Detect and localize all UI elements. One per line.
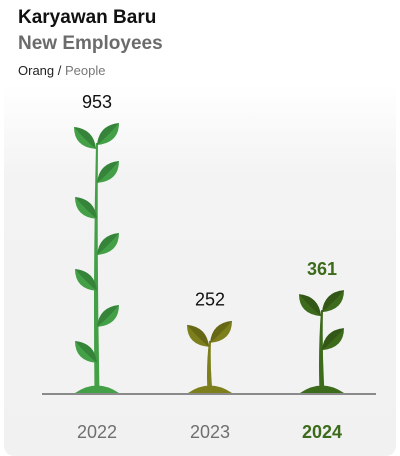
- x-tick-label: 2022: [77, 422, 117, 442]
- plant-base: [300, 385, 344, 393]
- value-label: 953: [82, 92, 112, 112]
- leaf-shade: [187, 324, 209, 347]
- unit-separator: /: [58, 63, 62, 78]
- plant-base: [188, 385, 232, 393]
- leaf-shade: [299, 294, 321, 317]
- leaf-shade: [75, 269, 97, 291]
- stem: [207, 340, 213, 392]
- unit-translation: People: [65, 63, 105, 78]
- leaf: [322, 290, 344, 313]
- leaf: [75, 269, 97, 291]
- unit: Orang: [18, 63, 54, 78]
- leaf-shade: [322, 290, 344, 313]
- x-tick-label: 2024: [302, 422, 342, 442]
- leaf-shade: [75, 197, 97, 219]
- panel: [4, 84, 396, 456]
- leaf: [97, 305, 119, 327]
- leaf-shade: [97, 233, 119, 255]
- value-label: 252: [195, 290, 225, 310]
- x-tick-label: 2023: [190, 422, 230, 442]
- leaf-shade: [74, 127, 96, 149]
- leaf: [299, 294, 321, 317]
- leaf: [75, 197, 97, 219]
- leaf-shade: [210, 320, 232, 343]
- leaf: [74, 127, 96, 149]
- plant: [299, 290, 344, 393]
- stem: [94, 143, 100, 392]
- leaf: [75, 341, 97, 363]
- leaf: [210, 320, 232, 343]
- leaf: [97, 161, 119, 183]
- chart-subtitle: New Employees: [18, 33, 163, 54]
- leaf-shade: [75, 341, 97, 363]
- stem: [319, 310, 325, 392]
- leaf-shade: [322, 328, 344, 351]
- chart-title: Karyawan Baru: [18, 7, 156, 28]
- leaf-shade: [97, 305, 119, 327]
- leaf: [97, 233, 119, 255]
- leaf-shade: [97, 123, 119, 145]
- plant-base: [75, 385, 119, 393]
- leaf: [97, 123, 119, 145]
- leaf: [187, 324, 209, 347]
- plant: [187, 320, 232, 393]
- value-label: 361: [307, 259, 337, 279]
- unit-label: Orang / People: [18, 63, 106, 78]
- plant: [74, 123, 119, 393]
- leaf: [322, 328, 344, 351]
- leaf-shade: [97, 161, 119, 183]
